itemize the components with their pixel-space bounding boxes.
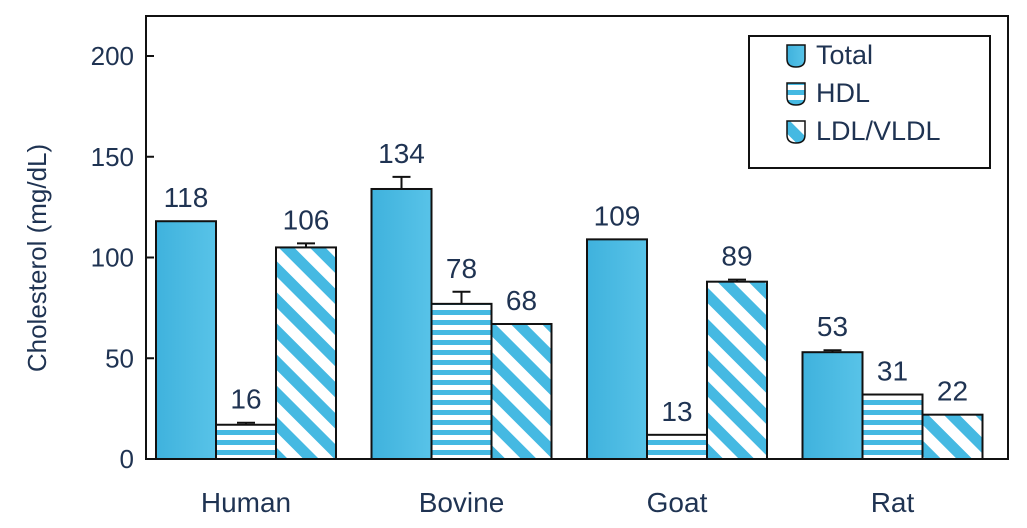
legend-swatch <box>786 44 806 68</box>
data-label: 53 <box>817 311 848 342</box>
bar-series <box>155 187 984 461</box>
data-label: 16 <box>230 384 261 415</box>
y-tick-label: 0 <box>120 444 134 474</box>
data-label: 118 <box>164 182 209 213</box>
bar-ldl-vldl-goat <box>706 280 768 460</box>
legend-label: Total <box>816 40 873 70</box>
bar-ldl-vldl-rat <box>921 413 984 461</box>
bar-total-bovine <box>370 187 433 461</box>
y-tick-label: 50 <box>105 343 134 373</box>
data-label: 89 <box>721 241 752 272</box>
plot-frame <box>145 15 1009 460</box>
data-label: 109 <box>594 200 641 231</box>
bar-hdl-goat <box>646 433 708 461</box>
legend-label: LDL/VLDL <box>816 116 941 146</box>
data-label: 68 <box>506 285 537 316</box>
legend-swatch <box>786 82 806 106</box>
x-axis-labels: Human Bovine Goat Rat <box>201 487 915 518</box>
y-tick-label: 100 <box>91 243 134 273</box>
bar-ldl-vldl-bovine <box>490 322 553 460</box>
legend: Total HDL LDL/VLDL <box>748 35 991 169</box>
y-tick-label: 150 <box>91 142 134 172</box>
data-label: 22 <box>937 376 968 407</box>
bar-total-rat <box>801 351 864 460</box>
bar-hdl-human <box>215 423 277 460</box>
y-axis-title: Cholesterol (mg/dL) <box>22 144 52 372</box>
y-tick-label: 200 <box>91 41 134 71</box>
x-category-label: Rat <box>871 487 915 518</box>
bar-total-goat <box>586 238 648 460</box>
legend-swatch <box>786 120 806 144</box>
x-category-label: Human <box>201 487 291 518</box>
bar-ldl-vldl-human <box>275 246 337 460</box>
x-category-label: Bovine <box>419 487 505 518</box>
data-label: 31 <box>877 356 908 387</box>
bar-hdl-bovine <box>430 302 493 460</box>
data-label: 78 <box>446 253 477 284</box>
data-label: 134 <box>378 138 425 169</box>
error-bars <box>237 175 842 425</box>
bar-total-human <box>155 220 217 460</box>
bar-hdl-rat <box>861 393 924 460</box>
legend-label: HDL <box>816 78 870 108</box>
y-axis-ticks: 0 50 100 150 200 <box>91 41 154 474</box>
data-labels: 118 16 106 134 78 68 109 13 89 53 31 22 <box>164 138 968 427</box>
data-label: 106 <box>283 204 330 235</box>
x-category-label: Goat <box>647 487 708 518</box>
data-label: 13 <box>661 396 692 427</box>
